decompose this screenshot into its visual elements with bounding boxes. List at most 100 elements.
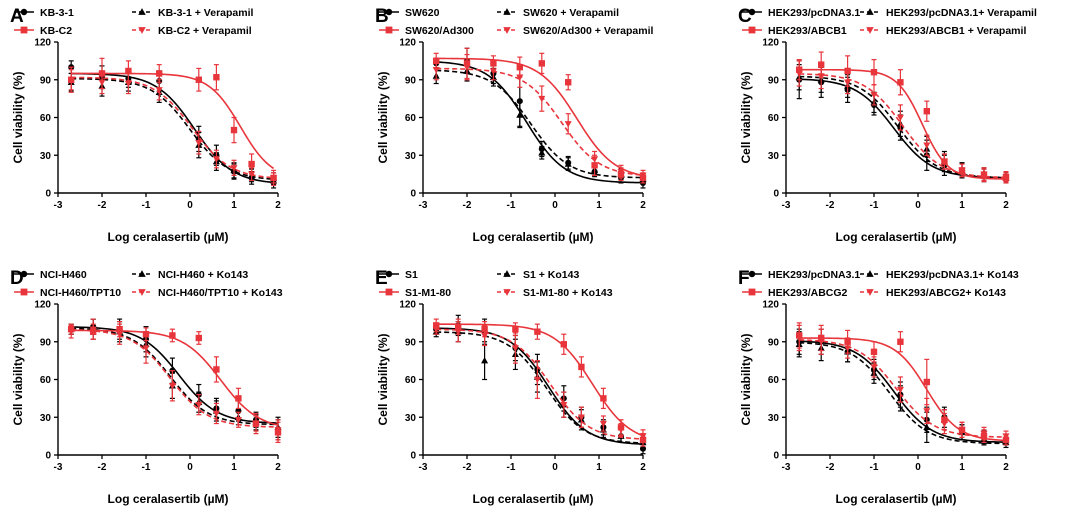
- legend-label: SW620: [405, 7, 440, 19]
- x-tick-label: 2: [640, 462, 646, 473]
- fit-curve: [436, 327, 644, 445]
- data-point: [432, 66, 440, 74]
- x-axis-label: Log ceralasertib (µM): [836, 492, 957, 506]
- y-tick-label: 120: [399, 38, 416, 49]
- legend-label: HEK293/pcDNA3.1: [768, 269, 860, 281]
- series: [795, 60, 1010, 183]
- data-point: [923, 408, 931, 415]
- x-tick-label: -3: [782, 462, 791, 473]
- data-point: [923, 378, 930, 386]
- x-tick-label: 2: [275, 200, 281, 211]
- x-axis-label: Log ceralasertib (µM): [473, 492, 594, 506]
- series: [795, 324, 1010, 442]
- legend-marker: [20, 8, 28, 16]
- data-point: [897, 79, 904, 86]
- legend-marker: [20, 288, 28, 296]
- legend-marker: [385, 270, 393, 278]
- legend-entry: SW620 + Verapamil: [497, 7, 619, 19]
- x-tick-label: 1: [231, 462, 237, 473]
- x-tick-label: 1: [596, 462, 602, 473]
- data-point: [795, 70, 803, 78]
- y-tick-label: 0: [410, 189, 416, 200]
- series: [795, 331, 1010, 449]
- data-point: [565, 79, 572, 86]
- data-point: [897, 338, 904, 345]
- data-point: [578, 363, 585, 371]
- legend-marker: [138, 8, 146, 15]
- data-point: [252, 420, 260, 428]
- data-point: [870, 92, 878, 99]
- data-point: [481, 356, 489, 364]
- data-point: [600, 395, 607, 402]
- y-axis-label: Cell viability (%): [739, 71, 753, 163]
- legend-label: SW620/Ad300 + Verapamil: [523, 25, 654, 37]
- legend-entry: NCI-H460 + Ko143: [132, 269, 248, 281]
- fit-curve: [436, 323, 644, 437]
- y-tick-label: 120: [399, 300, 416, 311]
- data-point: [896, 386, 904, 394]
- x-tick-label: -1: [507, 200, 516, 211]
- data-point: [639, 172, 647, 180]
- legend-entry: HEK293/ABCG2: [742, 287, 848, 299]
- series: [67, 318, 282, 441]
- y-tick-label: 90: [768, 337, 780, 348]
- legend-marker: [503, 270, 511, 277]
- y-tick-label: 0: [773, 189, 779, 200]
- legend-entry: HEK293/ABCB1 + Verapamil: [860, 25, 1026, 37]
- x-tick-label: -3: [419, 200, 428, 211]
- y-tick-label: 60: [405, 113, 417, 124]
- data-point: [89, 326, 97, 333]
- data-point: [67, 328, 75, 336]
- x-tick-label: -3: [54, 200, 63, 211]
- legend-label: KB-C2 + Verapamil: [158, 25, 252, 37]
- x-tick-label: -1: [507, 462, 516, 473]
- legend-marker: [20, 270, 28, 278]
- legend-label: HEK293/pcDNA3.1: [768, 7, 860, 19]
- legend-label: S1: [405, 269, 418, 281]
- fit-curve: [799, 339, 1007, 438]
- data-point: [958, 167, 966, 175]
- x-tick-label: 2: [640, 200, 646, 211]
- data-point: [195, 334, 202, 342]
- data-point: [639, 433, 647, 440]
- legend-marker: [866, 27, 874, 34]
- fit-curve: [799, 73, 1007, 179]
- data-point: [844, 79, 852, 86]
- legend-label: S1-M1-80 + Ko143: [523, 287, 613, 299]
- x-tick-label: 0: [552, 462, 558, 473]
- fit-curve: [799, 341, 1007, 445]
- y-tick-label: 0: [410, 451, 416, 462]
- y-axis-label: Cell viability (%): [376, 71, 390, 163]
- x-tick-label: 0: [552, 200, 558, 211]
- legend-label: SW620 + Verapamil: [523, 7, 619, 19]
- y-tick-label: 90: [405, 337, 417, 348]
- legend-marker: [138, 270, 146, 277]
- legend-entry: NCI-H460: [14, 269, 87, 281]
- y-tick-label: 30: [40, 151, 52, 162]
- data-point: [454, 328, 462, 336]
- panel-d: D NCI-H460 NCI-H460 + Ko143 NCI-H460/TPT10 N…: [10, 268, 283, 506]
- x-tick-label: -2: [98, 200, 107, 211]
- fit-curve: [436, 69, 644, 179]
- data-point: [98, 79, 106, 86]
- y-tick-label: 90: [768, 75, 780, 86]
- legend-label: NCI-H460 + Ko143: [158, 269, 248, 281]
- data-point: [817, 339, 825, 346]
- fit-curve: [71, 329, 279, 426]
- legend-label: HEK293/pcDNA3.1+ Verapamil: [886, 7, 1037, 19]
- data-point: [617, 168, 625, 176]
- legend-marker: [138, 289, 146, 296]
- legend-marker: [503, 289, 511, 296]
- legend-entry: HEK293/pcDNA3.1: [742, 7, 860, 19]
- legend-marker: [385, 26, 393, 34]
- data-point: [1002, 433, 1010, 440]
- legend-entry: SW620: [379, 7, 440, 19]
- x-tick-label: 1: [596, 200, 602, 211]
- data-point: [125, 67, 132, 75]
- x-tick-label: -2: [463, 200, 472, 211]
- legend-marker: [503, 8, 511, 15]
- legend-marker: [503, 27, 511, 34]
- legend-entry: HEK293/pcDNA3.1+ Verapamil: [860, 7, 1037, 19]
- y-tick-label: 30: [405, 413, 417, 424]
